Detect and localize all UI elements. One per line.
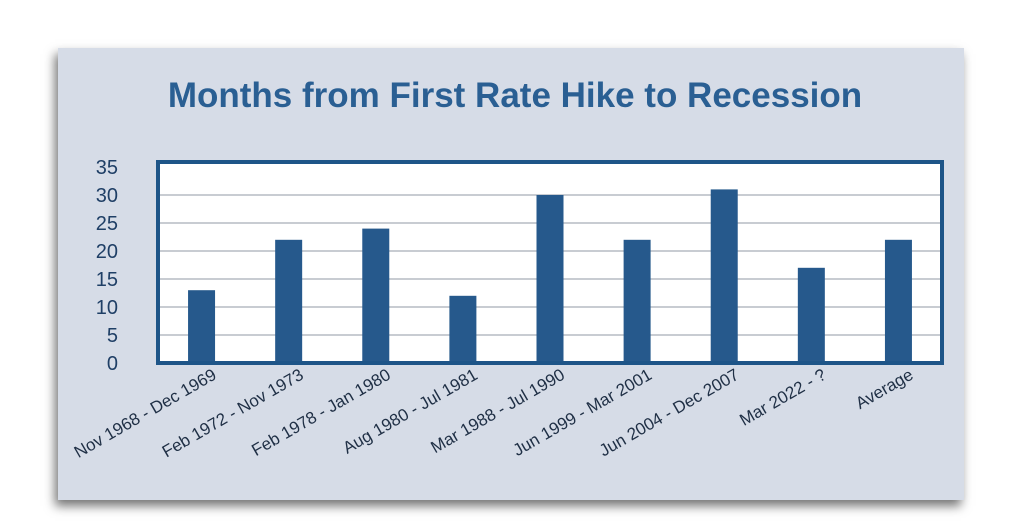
bar [536,195,564,363]
y-tick-label: 30 [96,185,118,207]
x-tick-label: Average [852,365,916,413]
bar [710,189,738,363]
bar [188,290,216,363]
y-tick-label: 0 [107,353,118,375]
bar [797,267,825,363]
y-tick-label: 15 [96,269,118,291]
x-tick-label: Nov 1968 - Dec 1969 [71,365,220,462]
x-tick-label: Mar 2022 - ? [736,365,829,430]
y-tick-label: 10 [96,297,118,319]
bar [275,239,303,363]
chart-title: Months from First Rate Hike to Recession [168,76,862,115]
x-tick-label: Jun 2004 - Dec 2007 [596,365,742,460]
bar [362,228,390,363]
bar-series [188,189,912,363]
x-tick-label: Feb 1972 - Nov 1973 [159,365,307,461]
bar [623,239,651,363]
y-axis-ticks: 0 5 10 15 20 25 30 35 [96,157,118,375]
plot-frame [156,160,944,365]
x-tick-label: Jun 1999 - Mar 2001 [510,365,655,460]
bar [884,239,912,363]
y-tick-label: 35 [96,157,118,179]
bar [449,295,477,363]
y-tick-label: 25 [96,213,118,235]
y-tick-label: 20 [96,241,118,263]
y-tick-label: 5 [107,325,118,347]
x-tick-label: Feb 1978 - Jan 1980 [248,365,393,460]
